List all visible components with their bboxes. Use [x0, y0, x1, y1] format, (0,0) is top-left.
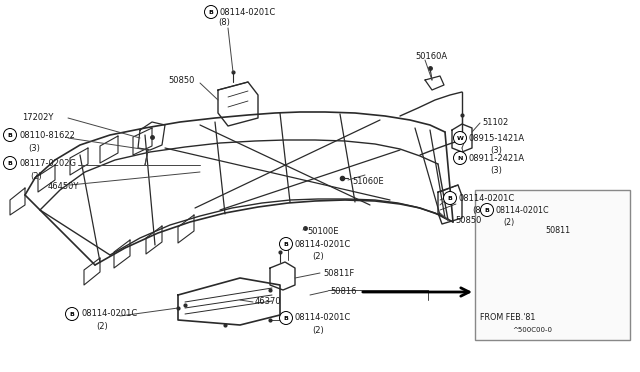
- Text: W: W: [456, 135, 463, 141]
- Circle shape: [205, 6, 218, 19]
- Circle shape: [454, 151, 467, 164]
- Text: (2): (2): [96, 323, 108, 331]
- Text: 08114-0201C: 08114-0201C: [220, 7, 276, 16]
- Text: (3): (3): [490, 145, 502, 154]
- Bar: [475, 190, 630, 340]
- Text: (8): (8): [472, 205, 484, 215]
- Text: 08911-2421A: 08911-2421A: [469, 154, 525, 163]
- Text: 08117-0202G: 08117-0202G: [19, 158, 76, 167]
- Text: FROM FEB.'81: FROM FEB.'81: [480, 314, 536, 323]
- Circle shape: [3, 157, 17, 170]
- Text: B: B: [484, 208, 490, 212]
- Text: N: N: [458, 155, 463, 160]
- Circle shape: [280, 237, 292, 250]
- Text: 50100E: 50100E: [307, 227, 339, 235]
- Text: B: B: [284, 315, 289, 321]
- Text: ^500C00-0: ^500C00-0: [512, 327, 552, 333]
- Text: 08114-0201C: 08114-0201C: [81, 310, 137, 318]
- Text: B: B: [284, 241, 289, 247]
- Text: B: B: [8, 160, 12, 166]
- Text: 51102: 51102: [482, 118, 508, 126]
- Text: 08114-0201C: 08114-0201C: [459, 193, 515, 202]
- Text: 17202Y: 17202Y: [22, 112, 53, 122]
- Text: 50816: 50816: [330, 286, 356, 295]
- Text: B: B: [70, 311, 74, 317]
- Text: 08114-0201C: 08114-0201C: [295, 240, 351, 248]
- Text: (3): (3): [490, 166, 502, 174]
- Text: B: B: [209, 10, 213, 15]
- Circle shape: [454, 131, 467, 144]
- Text: 51060E: 51060E: [352, 176, 383, 186]
- Text: 50811: 50811: [545, 225, 570, 234]
- Circle shape: [3, 128, 17, 141]
- Text: 50160A: 50160A: [415, 51, 447, 61]
- Circle shape: [65, 308, 79, 321]
- Text: 08114-0201C: 08114-0201C: [295, 314, 351, 323]
- Circle shape: [481, 203, 493, 217]
- Circle shape: [444, 192, 456, 205]
- Text: 08114-0201C: 08114-0201C: [496, 205, 550, 215]
- Text: 50850: 50850: [168, 76, 195, 84]
- Text: B: B: [447, 196, 452, 201]
- Text: (2): (2): [30, 171, 42, 180]
- Text: (2): (2): [312, 253, 324, 262]
- Text: 08110-81622: 08110-81622: [19, 131, 75, 140]
- Text: 50850: 50850: [455, 215, 481, 224]
- Text: (8): (8): [218, 17, 230, 26]
- Circle shape: [280, 311, 292, 324]
- Text: (2): (2): [503, 218, 515, 227]
- Text: 46450Y: 46450Y: [48, 182, 79, 190]
- Text: 50811F: 50811F: [323, 269, 355, 278]
- Text: (2): (2): [312, 327, 324, 336]
- Text: B: B: [8, 132, 12, 138]
- Text: (3): (3): [28, 144, 40, 153]
- Text: 08915-1421A: 08915-1421A: [469, 134, 525, 142]
- Text: 46370: 46370: [255, 298, 282, 307]
